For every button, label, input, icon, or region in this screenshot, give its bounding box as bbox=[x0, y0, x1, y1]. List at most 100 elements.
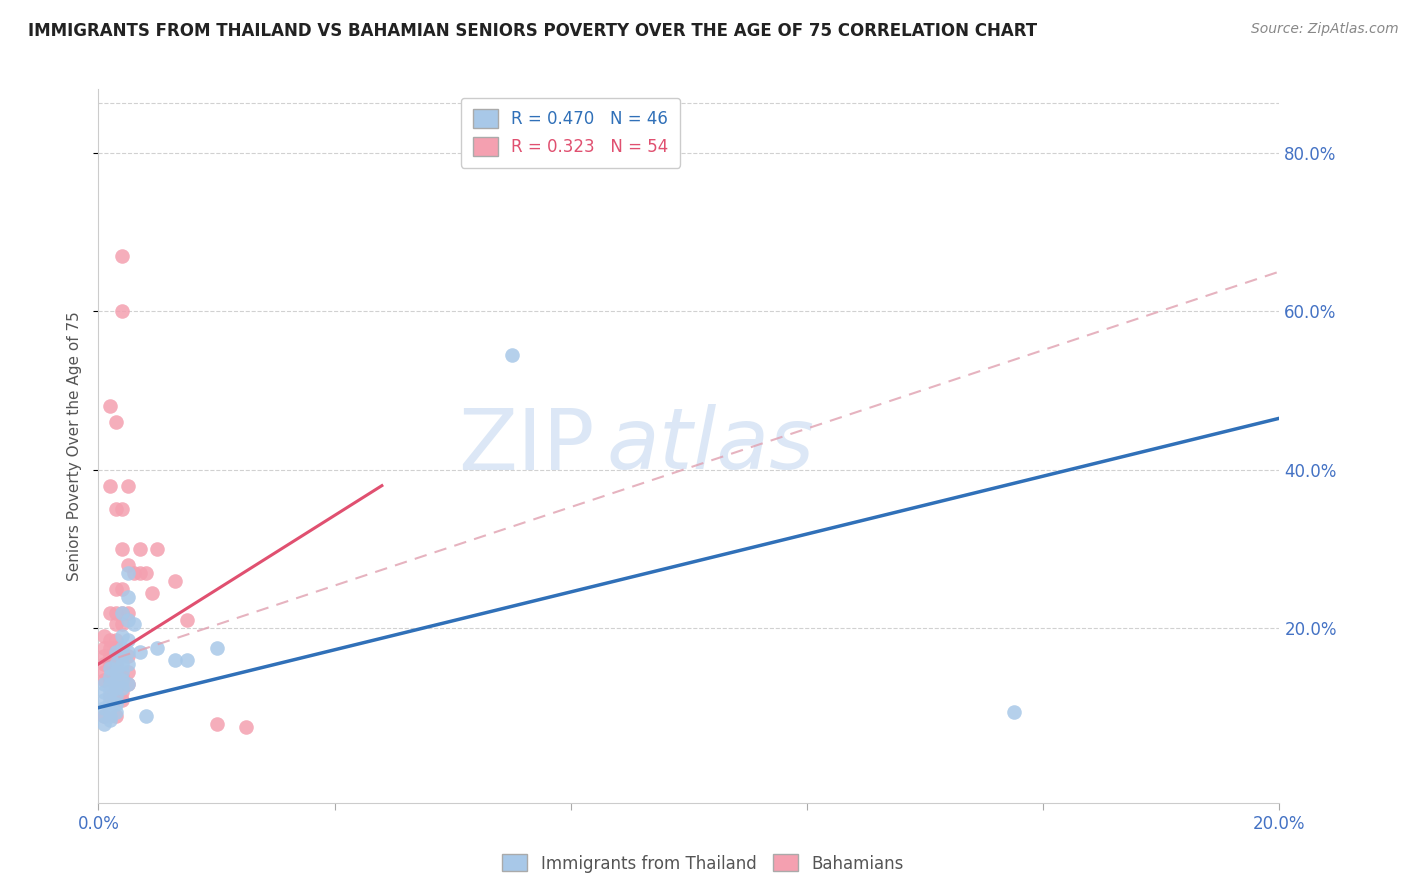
Point bbox=[117, 665, 139, 679]
Point bbox=[105, 705, 128, 719]
Point bbox=[117, 657, 139, 671]
Point bbox=[111, 673, 134, 687]
Point bbox=[128, 566, 150, 580]
Point bbox=[117, 614, 139, 628]
Point bbox=[93, 665, 115, 679]
Point bbox=[176, 653, 198, 667]
Point bbox=[122, 617, 145, 632]
Point bbox=[111, 606, 134, 620]
Point bbox=[176, 614, 198, 628]
Point bbox=[111, 502, 134, 516]
Point bbox=[105, 689, 128, 703]
Point bbox=[105, 606, 128, 620]
Point bbox=[111, 692, 134, 706]
Point bbox=[93, 692, 115, 706]
Point bbox=[111, 657, 134, 671]
Point bbox=[501, 348, 523, 362]
Point bbox=[111, 617, 134, 632]
Point bbox=[146, 641, 169, 656]
Point bbox=[111, 542, 134, 557]
Point bbox=[117, 590, 139, 604]
Point bbox=[135, 566, 157, 580]
Point bbox=[98, 677, 121, 691]
Text: IMMIGRANTS FROM THAILAND VS BAHAMIAN SENIORS POVERTY OVER THE AGE OF 75 CORRELAT: IMMIGRANTS FROM THAILAND VS BAHAMIAN SEN… bbox=[28, 22, 1038, 40]
Point bbox=[98, 478, 121, 492]
Point bbox=[105, 665, 128, 679]
Point bbox=[111, 669, 134, 683]
Point bbox=[93, 708, 115, 723]
Point bbox=[122, 566, 145, 580]
Point bbox=[93, 677, 115, 691]
Point bbox=[98, 633, 121, 648]
Point bbox=[93, 700, 115, 714]
Point bbox=[98, 657, 121, 671]
Point bbox=[111, 606, 134, 620]
Point bbox=[111, 629, 134, 643]
Point bbox=[117, 566, 139, 580]
Point bbox=[105, 697, 128, 711]
Point bbox=[111, 582, 134, 596]
Point bbox=[105, 665, 128, 679]
Point bbox=[105, 641, 128, 656]
Point bbox=[205, 641, 228, 656]
Point bbox=[165, 653, 187, 667]
Point bbox=[93, 629, 115, 643]
Point bbox=[135, 708, 157, 723]
Point bbox=[105, 657, 128, 671]
Point bbox=[111, 665, 134, 679]
Point bbox=[98, 641, 121, 656]
Point bbox=[1002, 705, 1025, 719]
Text: Source: ZipAtlas.com: Source: ZipAtlas.com bbox=[1251, 22, 1399, 37]
Point bbox=[205, 716, 228, 731]
Point bbox=[111, 681, 134, 695]
Point bbox=[105, 633, 128, 648]
Point bbox=[105, 502, 128, 516]
Point bbox=[117, 558, 139, 572]
Point bbox=[117, 606, 139, 620]
Point bbox=[93, 657, 115, 671]
Point bbox=[98, 713, 121, 727]
Point bbox=[117, 649, 139, 664]
Point bbox=[93, 641, 115, 656]
Point bbox=[117, 633, 139, 648]
Y-axis label: Seniors Poverty Over the Age of 75: Seniors Poverty Over the Age of 75 bbox=[67, 311, 83, 581]
Point bbox=[128, 645, 150, 659]
Point bbox=[105, 617, 128, 632]
Point bbox=[111, 685, 134, 699]
Point bbox=[98, 685, 121, 699]
Point bbox=[111, 304, 134, 318]
Text: ZIP: ZIP bbox=[458, 404, 595, 488]
Point bbox=[111, 649, 134, 664]
Legend: Immigrants from Thailand, Bahamians: Immigrants from Thailand, Bahamians bbox=[495, 847, 911, 880]
Point bbox=[117, 677, 139, 691]
Point bbox=[93, 685, 115, 699]
Point bbox=[98, 669, 121, 683]
Point bbox=[235, 721, 257, 735]
Point bbox=[98, 708, 121, 723]
Point bbox=[117, 677, 139, 691]
Point bbox=[98, 400, 121, 414]
Point bbox=[111, 249, 134, 263]
Point bbox=[98, 661, 121, 675]
Point bbox=[98, 692, 121, 706]
Point bbox=[98, 673, 121, 687]
Point bbox=[98, 689, 121, 703]
Point bbox=[105, 681, 128, 695]
Point bbox=[105, 645, 128, 659]
Point bbox=[117, 478, 139, 492]
Point bbox=[105, 415, 128, 429]
Point bbox=[146, 542, 169, 557]
Point bbox=[105, 708, 128, 723]
Point bbox=[105, 681, 128, 695]
Point bbox=[111, 641, 134, 656]
Point bbox=[117, 645, 139, 659]
Point bbox=[128, 542, 150, 557]
Point bbox=[105, 582, 128, 596]
Legend: R = 0.470   N = 46, R = 0.323   N = 54: R = 0.470 N = 46, R = 0.323 N = 54 bbox=[461, 97, 681, 168]
Text: atlas: atlas bbox=[606, 404, 814, 488]
Point bbox=[141, 585, 163, 599]
Point bbox=[93, 673, 115, 687]
Point bbox=[98, 606, 121, 620]
Point bbox=[93, 716, 115, 731]
Point bbox=[105, 689, 128, 703]
